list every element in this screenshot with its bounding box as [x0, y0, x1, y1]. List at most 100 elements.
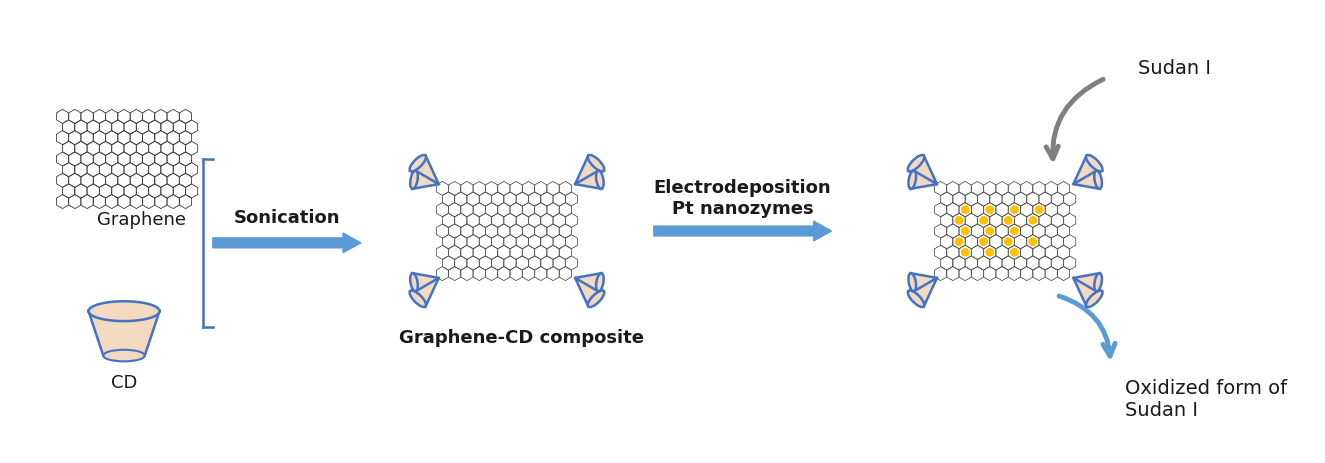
Polygon shape — [966, 213, 978, 227]
Polygon shape — [436, 267, 448, 281]
Polygon shape — [517, 235, 529, 249]
Polygon shape — [449, 267, 461, 281]
Polygon shape — [167, 152, 179, 166]
Polygon shape — [93, 131, 106, 144]
Polygon shape — [1020, 267, 1032, 281]
Polygon shape — [1045, 245, 1057, 259]
Polygon shape — [559, 245, 571, 259]
Polygon shape — [1015, 213, 1027, 227]
Polygon shape — [473, 245, 485, 259]
Polygon shape — [966, 256, 978, 270]
Polygon shape — [971, 245, 983, 259]
Polygon shape — [162, 120, 174, 134]
Polygon shape — [69, 109, 81, 123]
Circle shape — [961, 226, 970, 235]
Polygon shape — [136, 163, 148, 176]
Polygon shape — [130, 109, 142, 123]
Polygon shape — [498, 224, 510, 238]
Polygon shape — [1027, 235, 1039, 249]
Polygon shape — [1057, 224, 1069, 238]
Polygon shape — [125, 141, 136, 155]
Polygon shape — [473, 181, 485, 195]
Polygon shape — [498, 245, 510, 259]
Text: Graphene: Graphene — [97, 211, 187, 229]
Polygon shape — [547, 267, 559, 281]
Polygon shape — [947, 181, 959, 195]
Polygon shape — [517, 192, 529, 206]
Circle shape — [979, 237, 988, 246]
Polygon shape — [522, 224, 534, 238]
Polygon shape — [125, 184, 136, 198]
Ellipse shape — [411, 171, 417, 189]
Polygon shape — [575, 278, 604, 307]
Polygon shape — [125, 163, 136, 176]
Polygon shape — [504, 213, 515, 227]
Polygon shape — [76, 141, 87, 155]
Text: CD: CD — [111, 374, 138, 392]
Text: Sonication: Sonication — [233, 209, 341, 227]
Polygon shape — [69, 173, 81, 187]
Polygon shape — [996, 203, 1008, 217]
Ellipse shape — [411, 273, 417, 291]
Text: Electrodeposition
Pt nanozymes: Electrodeposition Pt nanozymes — [653, 179, 831, 218]
Polygon shape — [106, 109, 118, 123]
Polygon shape — [983, 203, 996, 217]
Polygon shape — [1008, 224, 1020, 238]
Polygon shape — [143, 131, 155, 144]
Polygon shape — [990, 192, 1002, 206]
Polygon shape — [498, 203, 510, 217]
Polygon shape — [87, 120, 99, 134]
Polygon shape — [179, 194, 192, 208]
Polygon shape — [996, 181, 1008, 195]
Polygon shape — [118, 131, 130, 144]
Polygon shape — [89, 311, 159, 356]
Polygon shape — [575, 156, 604, 184]
Polygon shape — [148, 184, 160, 198]
Polygon shape — [155, 131, 167, 144]
Polygon shape — [179, 109, 192, 123]
Ellipse shape — [89, 301, 159, 321]
Polygon shape — [118, 109, 130, 123]
Polygon shape — [1045, 267, 1057, 281]
Polygon shape — [461, 245, 473, 259]
Polygon shape — [461, 181, 473, 195]
Ellipse shape — [909, 171, 916, 189]
Polygon shape — [179, 131, 192, 144]
Polygon shape — [106, 194, 118, 208]
Polygon shape — [485, 245, 498, 259]
Polygon shape — [99, 163, 111, 176]
Polygon shape — [529, 213, 541, 227]
Polygon shape — [1008, 267, 1020, 281]
Polygon shape — [106, 173, 118, 187]
Polygon shape — [971, 224, 983, 238]
Ellipse shape — [409, 155, 427, 171]
Polygon shape — [566, 192, 578, 206]
Polygon shape — [947, 245, 959, 259]
Polygon shape — [57, 173, 69, 187]
Polygon shape — [510, 267, 522, 281]
Polygon shape — [461, 267, 473, 281]
Ellipse shape — [908, 155, 925, 171]
Polygon shape — [81, 152, 93, 166]
Polygon shape — [130, 173, 142, 187]
Polygon shape — [485, 267, 498, 281]
Polygon shape — [983, 181, 996, 195]
Polygon shape — [1039, 213, 1051, 227]
Polygon shape — [480, 213, 492, 227]
Polygon shape — [953, 213, 965, 227]
Polygon shape — [167, 109, 179, 123]
FancyArrow shape — [653, 221, 831, 241]
Polygon shape — [411, 156, 439, 184]
Polygon shape — [1045, 224, 1057, 238]
Polygon shape — [1020, 181, 1032, 195]
Polygon shape — [443, 256, 454, 270]
Polygon shape — [449, 245, 461, 259]
Polygon shape — [174, 120, 186, 134]
Ellipse shape — [588, 291, 604, 307]
Polygon shape — [566, 256, 578, 270]
Polygon shape — [473, 203, 485, 217]
Circle shape — [1010, 226, 1019, 235]
Polygon shape — [559, 224, 571, 238]
Polygon shape — [541, 192, 553, 206]
Polygon shape — [554, 213, 566, 227]
